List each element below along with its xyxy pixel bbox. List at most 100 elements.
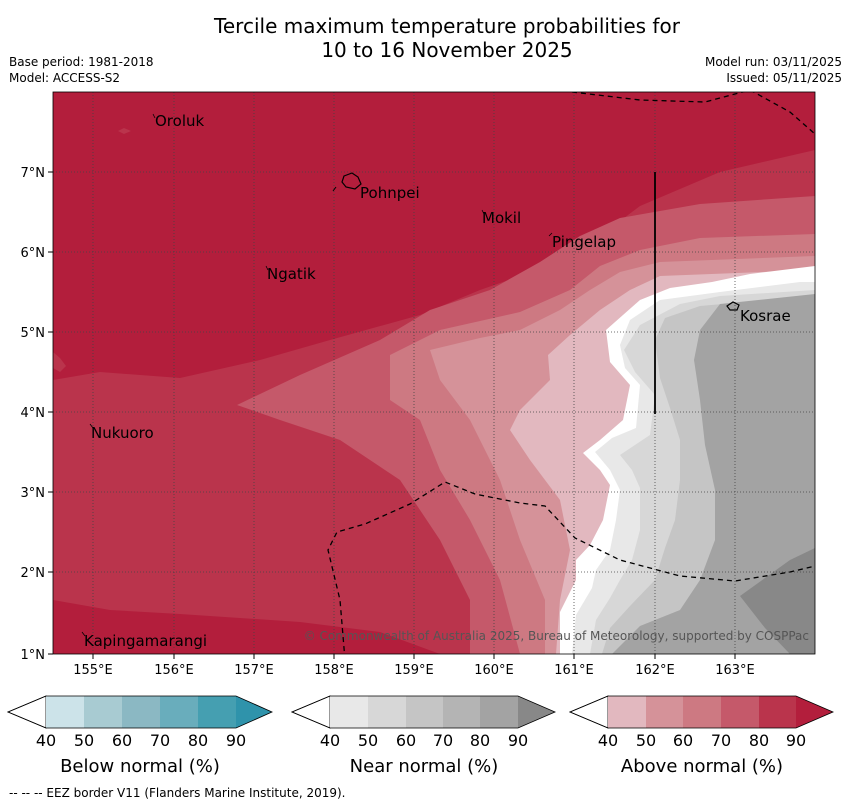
above-swatch-60 [683,696,721,728]
above-low-arrow [568,695,609,729]
above-tick-60: 60 [673,731,693,750]
near-high-arrow [518,696,555,728]
above-tick-90: 90 [786,731,806,750]
eez-border-northeast [752,92,815,135]
label-ngatik: Ngatik [267,265,316,283]
near-swatch-80 [480,696,518,728]
above-swatch-70 [721,696,759,728]
legend-near-normal: 40 50 60 70 80 90 Near normal (%) [290,695,557,777]
above-tick-70: 70 [711,731,731,750]
below-high-arrow [236,696,272,728]
ngatik-marker [265,265,269,271]
below-low-arrow [6,695,47,729]
label-mokil: Mokil [482,209,521,227]
above-tick-40: 40 [598,731,618,750]
near-tick-70: 70 [433,731,453,750]
lon-label-163: 163°E [715,663,755,678]
near-legend-title: Near normal (%) [350,756,499,777]
eez-border-south [327,481,815,654]
below-swatch-60 [122,696,160,728]
near-colorbar-outline [290,695,557,729]
lon-axis: 155°E 156°E 157°E 158°E 159°E 160°E 161°… [73,654,755,678]
near-tick-80: 80 [470,731,490,750]
near-90-zone [740,548,815,654]
probability-field [53,92,815,654]
near-tick-40: 40 [320,731,340,750]
eez-border-north [571,92,746,103]
base-period: Base period: 1981-2018 [9,55,154,69]
lat-label-6: 6°N [21,246,46,261]
label-kapingamarangi: Kapingamarangi [84,632,207,650]
above-colorbar-outline [568,695,835,729]
below-swatch-70 [160,696,198,728]
lon-label-162: 162°E [635,663,675,678]
mokil-marker [481,209,485,215]
above-swatch-40 [608,696,646,728]
pohnpei-island-outline [341,172,362,190]
near-tick-50: 50 [358,731,378,750]
lat-axis: 7°N 6°N 5°N 4°N 3°N 2°N 1°N [21,166,53,663]
map-title: Tercile maximum temperature probabilitie… [0,14,850,62]
near-low-arrow [290,695,331,729]
lat-label-2: 2°N [21,566,46,581]
above-legend-title: Above normal (%) [621,756,783,777]
title-line-2: 10 to 16 November 2025 [321,38,573,62]
nukuoro-marker [89,423,94,429]
meta-right: Model run: 03/11/2025 Issued: 05/11/2025 [705,54,842,86]
below-tick-80: 80 [188,731,208,750]
below-swatch-50 [84,696,122,728]
legend-above-normal: 40 50 60 70 80 90 Above normal (%) [568,695,835,777]
copyright-notice: © Commonwealth of Australia 2025, Bureau… [304,629,809,643]
below-swatch-40 [46,696,84,728]
above-swatch-50 [646,696,683,728]
lon-label-159: 159°E [394,663,434,678]
pohnpei-islet [332,186,337,192]
below-tick-40: 40 [36,731,56,750]
lat-label-7: 7°N [21,166,46,181]
near-swatch-50 [368,696,406,728]
lat-label-4: 4°N [21,406,46,421]
near-tick-90: 90 [508,731,528,750]
legend-below-normal: 40 50 60 70 80 90 Below normal (%) [6,695,273,777]
place-labels: Oroluk Pohnpei Mokil Pingelap Ngatik Kos… [84,112,791,650]
label-pohnpei: Pohnpei [360,184,420,202]
model-run: Model run: 03/11/2025 [704,55,842,69]
kosrae-island-outline [726,301,740,311]
kapingamarangi-marker [81,631,86,637]
above-tick-80: 80 [749,731,769,750]
lon-label-158: 158°E [314,663,354,678]
below-colorbar-outline [6,695,273,729]
below-legend-title: Below normal (%) [60,756,220,777]
near-tick-60: 60 [396,731,416,750]
lon-label-161: 161°E [554,663,594,678]
above-high-arrow [796,696,833,728]
lat-label-3: 3°N [21,486,46,501]
lat-label-5: 5°N [21,326,46,341]
below-swatch-80 [198,696,236,728]
oroluk-marker [152,113,156,119]
eez-footnote: -- -- -- EEZ border V11 (Flanders Marine… [9,786,346,800]
label-nukuoro: Nukuoro [91,424,154,442]
above-80-speck [118,128,131,134]
grid-lines [53,92,815,654]
near-swatch-60 [406,696,443,728]
lat-label-1: 1°N [21,648,46,663]
issued-date: Issued: 05/11/2025 [726,71,842,85]
below-tick-70: 70 [150,731,170,750]
above-80-patch [53,352,66,372]
below-tick-50: 50 [74,731,94,750]
above-swatch-80 [759,696,796,728]
label-oroluk: Oroluk [155,112,204,130]
below-tick-90: 90 [226,731,246,750]
meta-left: Base period: 1981-2018 Model: ACCESS-S2 [9,54,154,86]
near-swatch-70 [443,696,480,728]
map-frame [52,91,816,655]
near-80-zone [612,294,815,654]
title-line-1: Tercile maximum temperature probabilitie… [214,14,680,38]
below-tick-60: 60 [112,731,132,750]
near-swatch-40 [330,696,368,728]
pingelap-marker [548,232,553,237]
islands [81,113,740,637]
model-name: Model: ACCESS-S2 [9,71,121,85]
